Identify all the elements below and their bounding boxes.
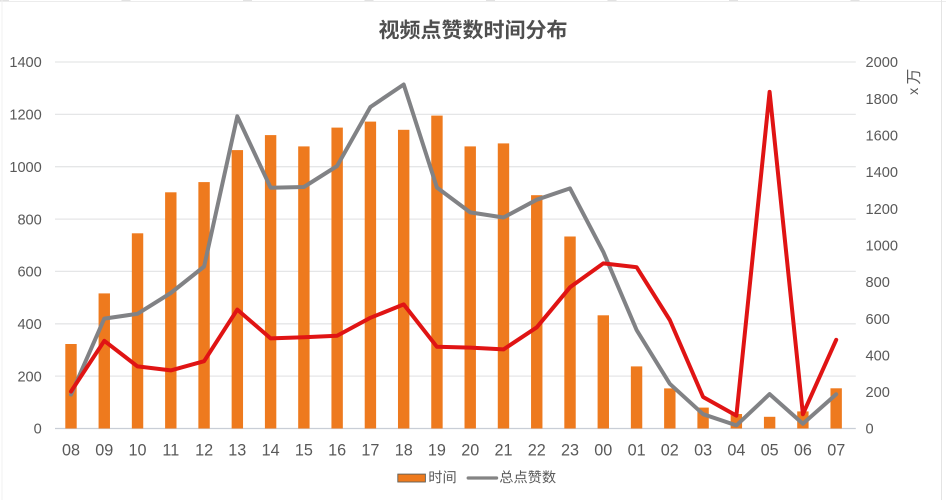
svg-text:22: 22: [528, 442, 546, 460]
svg-text:05: 05: [761, 442, 779, 460]
svg-text:13: 13: [228, 442, 246, 460]
svg-text:200: 200: [866, 385, 890, 401]
svg-text:400: 400: [866, 348, 890, 364]
svg-text:11: 11: [162, 442, 179, 460]
svg-text:600: 600: [866, 312, 890, 328]
svg-text:02: 02: [661, 442, 679, 460]
svg-text:15: 15: [295, 442, 313, 460]
svg-text:09: 09: [95, 442, 113, 460]
svg-text:19: 19: [428, 442, 446, 460]
svg-text:23: 23: [561, 442, 579, 460]
svg-text:1600: 1600: [866, 129, 898, 145]
svg-text:07: 07: [827, 442, 845, 460]
svg-text:1200: 1200: [866, 202, 898, 218]
svg-text:12: 12: [195, 442, 213, 460]
svg-text:20: 20: [461, 442, 479, 460]
svg-text:18: 18: [395, 442, 413, 460]
svg-text:04: 04: [727, 442, 745, 460]
svg-text:14: 14: [262, 442, 280, 460]
svg-text:1000: 1000: [866, 238, 898, 254]
svg-text:17: 17: [361, 442, 379, 460]
svg-text:21: 21: [494, 442, 512, 460]
svg-text:800: 800: [866, 275, 890, 291]
svg-text:06: 06: [794, 442, 812, 460]
svg-text:03: 03: [694, 442, 712, 460]
svg-text:600: 600: [17, 265, 41, 281]
svg-text:10: 10: [128, 442, 146, 460]
svg-text:01: 01: [628, 442, 646, 460]
svg-text:16: 16: [328, 442, 346, 460]
svg-text:1200: 1200: [9, 108, 41, 124]
svg-text:1400: 1400: [866, 165, 898, 181]
svg-text:1400: 1400: [9, 55, 41, 71]
svg-text:00: 00: [594, 442, 612, 460]
svg-text:1800: 1800: [866, 92, 898, 108]
svg-text:0: 0: [34, 422, 42, 438]
svg-text:1000: 1000: [9, 160, 41, 176]
svg-text:0: 0: [866, 422, 874, 438]
svg-text:400: 400: [17, 317, 41, 333]
svg-text:2000: 2000: [866, 55, 898, 71]
svg-text:800: 800: [17, 212, 41, 228]
svg-text:x: x: [906, 88, 922, 95]
svg-text:08: 08: [62, 442, 80, 460]
svg-text:200: 200: [17, 369, 41, 385]
